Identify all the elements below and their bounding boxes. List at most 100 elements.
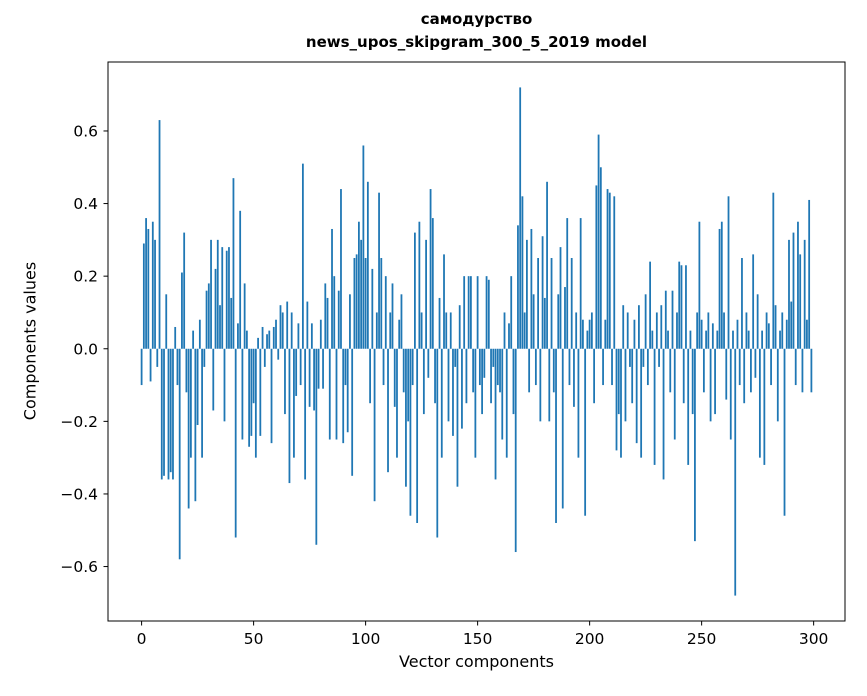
bar [512,348,515,415]
bar [673,348,676,440]
bar [635,348,638,444]
bar [747,330,750,349]
bar [284,348,286,415]
bar [530,228,533,349]
bar [615,348,618,451]
bar [178,348,181,560]
y-tick-label: 0.4 [73,195,98,213]
bar [277,348,280,360]
bar [543,297,546,349]
bar [172,348,174,480]
bar [590,312,593,349]
bar [774,305,777,349]
bar [169,348,172,473]
bar [716,330,719,349]
bar [709,348,712,422]
bar [456,348,459,487]
bar [349,294,351,349]
bar [250,348,253,436]
bar [667,330,669,349]
bar [487,279,490,349]
bar [445,312,448,349]
bar [210,239,212,349]
bar [595,185,598,349]
bar [702,348,705,393]
bar [608,192,611,349]
x-tick-label: 250 [687,630,717,648]
bar [400,294,403,349]
bar [286,301,289,349]
bar [653,348,656,465]
bar [514,348,517,553]
bar [360,239,363,349]
bar [174,326,177,349]
bar [402,348,405,393]
bar [758,348,761,458]
bar [228,247,230,349]
bar [671,290,674,349]
bar [788,239,790,349]
bar [295,348,298,396]
bar [463,276,466,349]
bar [566,218,569,349]
bar [366,181,369,349]
bar [754,348,757,378]
bar [405,348,407,487]
bar [378,192,380,349]
bar [622,305,625,349]
bar [478,348,481,386]
bar [201,348,203,458]
bar [483,348,486,378]
bar [248,348,251,447]
bar [257,337,259,349]
bar [436,348,439,538]
bar [808,199,811,349]
bar [781,312,784,349]
bar [606,189,609,349]
bar [579,218,582,349]
bar [696,312,699,349]
bar [181,272,183,349]
bar [418,221,421,349]
bar [272,326,275,349]
bar [577,348,580,458]
bar [333,276,336,349]
bar [297,323,300,349]
bar [364,258,367,349]
bar [317,348,320,389]
bar [275,319,277,349]
bar [237,323,239,349]
x-tick-label: 200 [575,630,605,648]
bar [427,348,430,378]
bar [196,348,199,425]
bar [254,348,257,458]
bar [794,348,797,386]
bar [532,294,535,349]
bar [557,294,560,349]
bar [588,319,591,349]
bar [485,276,488,349]
axes-frame [107,61,846,622]
bar [660,305,663,349]
bar [526,239,528,349]
bar [458,305,461,349]
bar [626,312,629,349]
bar [225,250,228,349]
bar [158,120,161,349]
bar [593,348,595,404]
bar [160,348,163,480]
bar [743,348,746,404]
bar [369,348,371,404]
bar [252,348,255,404]
bar [736,319,739,349]
y-tick-label: 0.6 [73,122,98,140]
bar [165,294,168,349]
bar [266,334,268,349]
bar [494,348,497,480]
y-tick-label: −0.6 [60,558,98,576]
bar [176,348,179,386]
bar [351,348,354,476]
bar [326,297,329,349]
bar [438,297,441,349]
